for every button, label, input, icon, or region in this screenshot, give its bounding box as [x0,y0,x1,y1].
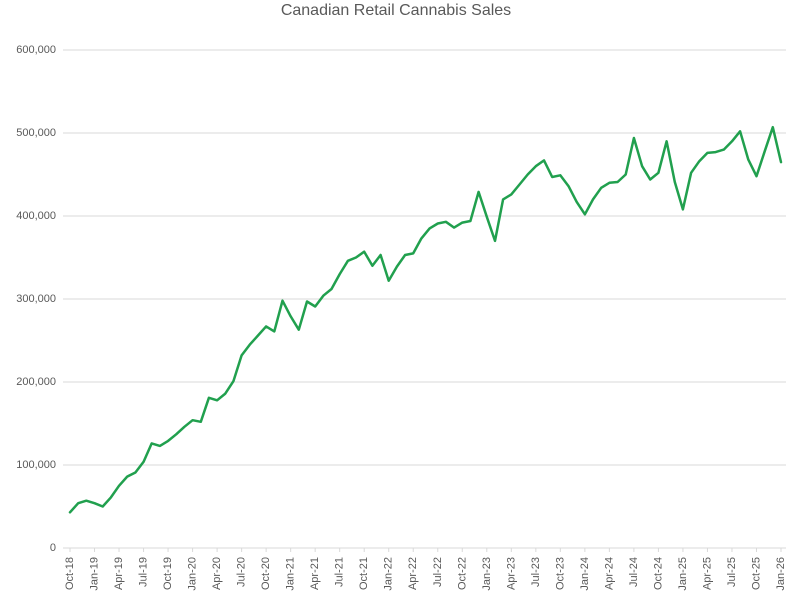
x-axis-tick-label: Oct-24 [652,557,664,590]
x-axis-tick-label: Jan-20 [187,557,199,591]
y-axis-tick-label: 200,000 [16,376,56,388]
x-axis-tick-label: Jul-23 [530,557,542,587]
x-axis-tick-label: Jul-22 [432,557,444,587]
y-axis-tick-label: 400,000 [16,210,56,222]
x-axis-tick-label: Oct-22 [456,557,468,590]
x-axis-tick-label: Apr-24 [603,557,615,590]
y-axis-tick-label: 600,000 [16,44,56,56]
x-axis-tick-label: Jul-19 [138,557,150,587]
x-axis-tick-label: Apr-22 [407,557,419,590]
y-axis-tick-label: 100,000 [16,459,56,471]
x-axis-tick-label: Oct-25 [750,557,762,590]
x-axis-tick-label: Jul-20 [236,557,248,587]
x-axis-tick-label: Jan-19 [89,557,101,591]
y-axis-tick-label: 0 [50,542,56,554]
x-axis-tick-label: Jul-25 [726,557,738,587]
y-axis-tick-label: 500,000 [16,127,56,139]
x-axis-tick-label: Jan-24 [579,557,591,591]
x-axis-tick-label: Apr-25 [701,557,713,590]
y-axis-tick-label: 300,000 [16,293,56,305]
x-axis-tick-label: Jan-23 [481,557,493,591]
x-axis-tick-label: Jul-24 [628,557,640,587]
sales-line [68,125,783,514]
chart-title: Canadian Retail Cannabis Sales [280,2,512,19]
x-axis-tick-label: Apr-21 [309,557,321,590]
x-axis-tick-label: Apr-23 [505,557,517,590]
x-axis-tick-label: Oct-19 [162,557,174,590]
x-axis-tick-label: Jul-21 [334,557,346,587]
x-axis-tick-label: Apr-20 [211,557,223,590]
x-axis-tick-label: Jan-22 [383,557,395,591]
x-axis-tick-label: Oct-18 [64,557,76,590]
x-axis-tick-label: Oct-20 [260,557,272,590]
x-axis-tick-label: Oct-21 [358,557,370,590]
x-axis-tick-label: Jan-25 [677,557,689,591]
x-axis-tick-label: Jan-21 [285,557,297,591]
x-axis-tick-label: Jan-26 [775,557,787,591]
x-axis-tick-label: Apr-19 [113,557,125,590]
x-axis-tick-label: Oct-23 [554,557,566,590]
